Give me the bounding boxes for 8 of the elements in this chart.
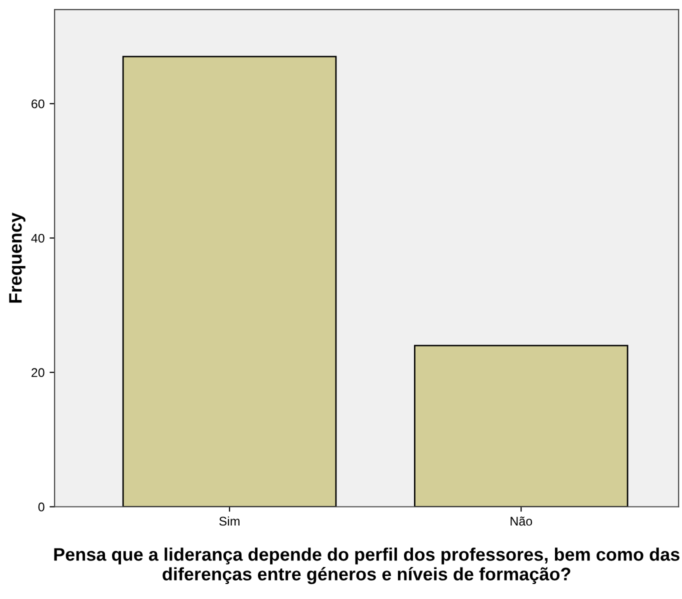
y-tick-label: 40 (31, 234, 44, 243)
y-axis-title: Frequency (9, 212, 26, 303)
x-tick-label: Sim (219, 516, 240, 526)
x-axis-title: Pensa que a liderança depende do perfil dos professores, bem como das diferenças entre géneros e níveis de formação? (54, 548, 680, 584)
y-tick-label: 0 (38, 502, 44, 512)
x-tick-label: Não (510, 516, 532, 526)
y-tick-label: 20 (32, 368, 44, 378)
y-tick-label: 60 (32, 99, 44, 108)
